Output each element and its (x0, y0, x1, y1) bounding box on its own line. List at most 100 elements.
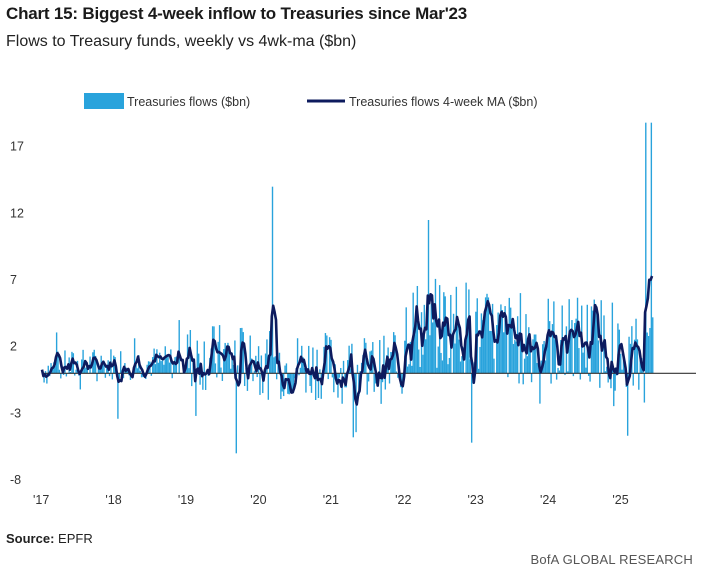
weekly-flow-bar (458, 339, 460, 374)
weekly-flow-bar (204, 373, 207, 390)
weekly-flow-bar (395, 371, 398, 374)
weekly-flow-bar (443, 292, 445, 374)
weekly-flow-bar (337, 373, 339, 398)
weekly-flow-bar (246, 373, 249, 391)
weekly-flow-bar (419, 366, 421, 374)
weekly-flow-bar (118, 373, 120, 380)
weekly-flow-bar (213, 326, 215, 374)
weekly-flow-bar (548, 321, 551, 374)
weekly-flow-bar (411, 365, 413, 374)
weekly-flow-bar (133, 338, 136, 374)
weekly-flow-bar (310, 373, 313, 393)
weekly-flow-bar (511, 326, 513, 374)
weekly-flow-bar (317, 373, 320, 398)
weekly-flow-bar (593, 299, 595, 374)
weekly-flow-bar (174, 357, 176, 374)
weekly-flow-bar (620, 353, 622, 374)
weekly-flow-bar (652, 317, 654, 374)
weekly-flow-bar (373, 373, 375, 392)
weekly-flow-bar (572, 373, 575, 377)
weekly-flow-bar (514, 339, 516, 374)
weekly-flow-bar (60, 373, 62, 379)
weekly-flow-bar (342, 360, 345, 374)
weekly-flow-bar (413, 334, 416, 374)
weekly-flow-bar (459, 361, 462, 374)
weekly-flow-bar (526, 356, 529, 374)
weekly-flow-bar (259, 373, 261, 395)
weekly-flow-bar (518, 373, 520, 384)
weekly-flow-bar (626, 373, 629, 436)
weekly-flow-bar (594, 304, 597, 374)
weekly-flow-bar (480, 313, 483, 374)
weekly-flow-bar (628, 336, 630, 374)
weekly-flow-bar (220, 367, 222, 374)
weekly-flow-bar (253, 370, 256, 374)
weekly-flow-bar (54, 366, 56, 374)
weekly-flow-bar (203, 341, 205, 374)
weekly-flow-bar (58, 369, 61, 374)
weekly-flow-bar (341, 373, 343, 404)
weekly-flow-bar (156, 349, 158, 374)
weekly-flow-bar (437, 346, 439, 374)
weekly-flow-bar (614, 373, 616, 391)
weekly-flow-bar (535, 334, 537, 374)
weekly-flow-bar (582, 352, 584, 374)
weekly-flow-bar (291, 373, 293, 393)
y-tick-label: -3 (10, 406, 21, 420)
weekly-flow-bar (509, 307, 512, 374)
weekly-flow-bar (97, 369, 100, 374)
weekly-flow-bar (405, 307, 407, 374)
weekly-flow-bar (157, 362, 159, 374)
weekly-flow-bar (512, 343, 515, 374)
weekly-flow-bar (551, 324, 554, 374)
y-tick-label: -8 (10, 473, 21, 487)
weekly-flow-bar (271, 186, 274, 374)
weekly-flow-bar (569, 329, 572, 374)
weekly-flow-bar (154, 364, 157, 374)
weekly-flow-bar (110, 349, 112, 374)
weekly-flow-bar (523, 358, 526, 374)
y-tick-label: 2 (10, 340, 17, 354)
weekly-flow-bar (532, 339, 534, 374)
weekly-flow-bar (117, 373, 119, 419)
weekly-flow-bar (314, 373, 317, 400)
weekly-flow-bar (586, 304, 588, 374)
weekly-flow-bar (289, 373, 292, 390)
weekly-flow-bar (99, 367, 101, 374)
weekly-flow-bar (418, 349, 420, 374)
chart-title: Chart 15: Biggest 4-week inflow to Treas… (6, 4, 468, 23)
weekly-flow-bar (447, 364, 449, 374)
weekly-flow-bar (406, 366, 409, 374)
weekly-flow-bar (610, 373, 612, 389)
weekly-flow-bar (221, 373, 224, 381)
weekly-flow-bar (347, 360, 349, 374)
weekly-flow-bar (160, 361, 162, 374)
weekly-flow-bar (333, 373, 335, 393)
x-tick-label: '18 (105, 493, 121, 507)
weekly-flow-bar (298, 373, 300, 376)
weekly-flow-bar (433, 312, 435, 374)
weekly-flow-bar (326, 335, 328, 374)
weekly-flow-bar (479, 346, 481, 374)
weekly-flow-bar (650, 122, 653, 374)
weekly-flow-bar (75, 369, 77, 374)
weekly-flow-bar (199, 373, 201, 385)
weekly-flow-bar (445, 321, 448, 374)
weekly-flow-bar (633, 339, 636, 374)
weekly-flow-bar (195, 373, 197, 416)
weekly-flow-bar (168, 362, 171, 374)
weekly-flow-bar (81, 359, 83, 374)
weekly-flow-bar (639, 354, 641, 374)
weekly-flow-bar (477, 368, 480, 374)
weekly-flow-bar (273, 357, 275, 374)
weekly-flow-bar (327, 373, 329, 380)
weekly-flow-bar (218, 325, 221, 374)
weekly-flow-bar (585, 367, 587, 374)
weekly-flow-bar (434, 278, 437, 374)
weekly-flow-bar (500, 304, 502, 374)
weekly-flow-bar (367, 373, 370, 382)
weekly-flow-bar (280, 373, 282, 400)
weekly-flow-bar (489, 330, 491, 374)
weekly-flow-bar (191, 373, 193, 387)
weekly-flow-bar (388, 373, 391, 384)
